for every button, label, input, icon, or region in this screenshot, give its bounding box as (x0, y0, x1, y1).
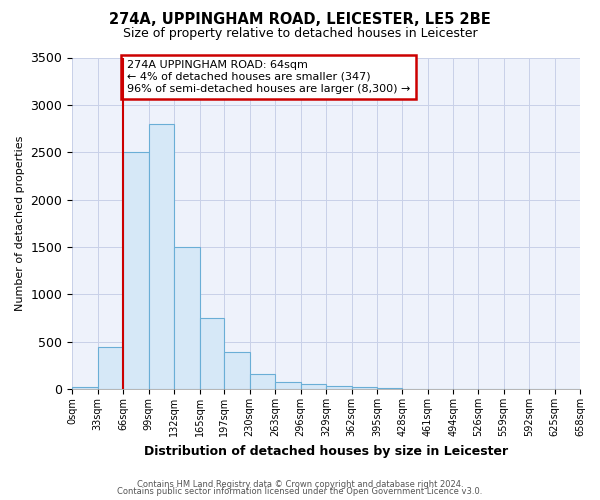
Bar (301, 384, 326, 389)
Text: Size of property relative to detached houses in Leicester: Size of property relative to detached ho… (122, 28, 478, 40)
Text: Contains public sector information licensed under the Open Government Licence v3: Contains public sector information licen… (118, 488, 482, 496)
Bar (250, 374, 275, 389)
Bar (123, 152, 149, 389)
Bar (98, 346, 123, 389)
Bar (149, 124, 174, 389)
X-axis label: Distribution of detached houses by size in Leicester: Distribution of detached houses by size … (144, 444, 508, 458)
Bar (224, 352, 250, 389)
Bar (326, 386, 352, 389)
Bar (377, 388, 403, 389)
Bar (72, 388, 98, 389)
Text: 274A UPPINGHAM ROAD: 64sqm
← 4% of detached houses are smaller (347)
96% of semi: 274A UPPINGHAM ROAD: 64sqm ← 4% of detac… (127, 60, 410, 94)
Text: Contains HM Land Registry data © Crown copyright and database right 2024.: Contains HM Land Registry data © Crown c… (137, 480, 463, 489)
Bar (275, 382, 301, 389)
Bar (174, 247, 200, 389)
Bar (200, 318, 224, 389)
Y-axis label: Number of detached properties: Number of detached properties (15, 136, 25, 311)
Text: 274A, UPPINGHAM ROAD, LEICESTER, LE5 2BE: 274A, UPPINGHAM ROAD, LEICESTER, LE5 2BE (109, 12, 491, 28)
Bar (352, 388, 377, 389)
